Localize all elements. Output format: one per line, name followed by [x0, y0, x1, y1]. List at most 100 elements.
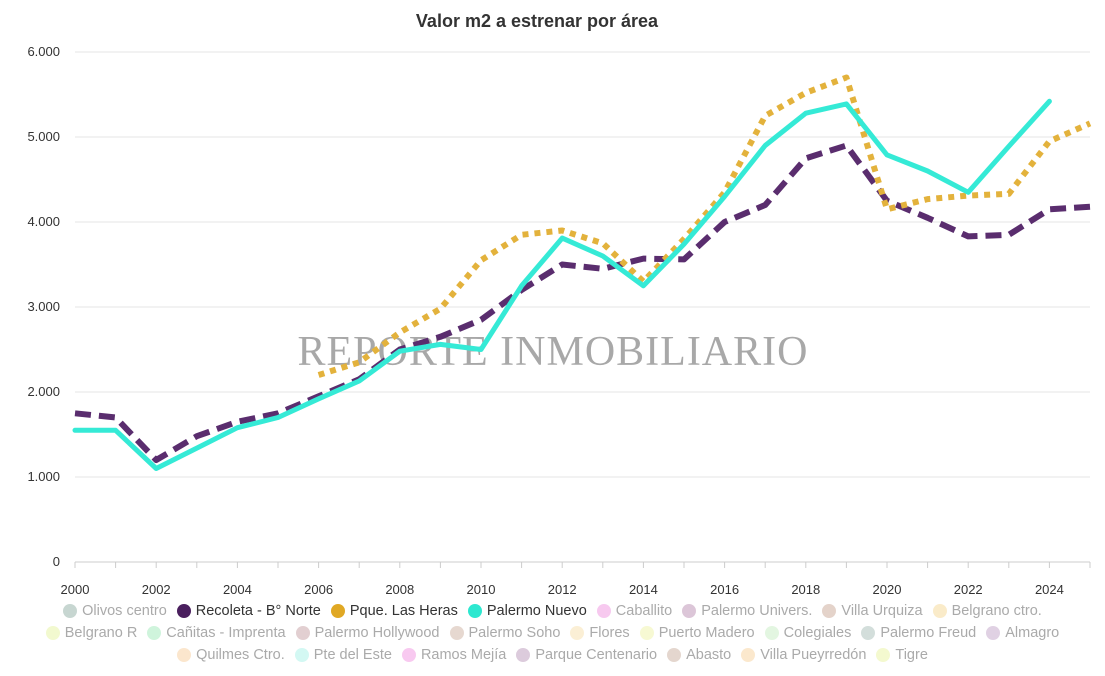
legend-marker-icon: [764, 626, 779, 640]
y-tick-label: 4.000: [27, 214, 60, 229]
series-line-pque-las-heras[interactable]: [317, 74, 1092, 378]
x-tick-label: 2014: [629, 582, 658, 597]
legend-marker-icon: [861, 626, 876, 640]
legend-label: Pte del Este: [313, 647, 392, 663]
legend-label: Palermo Univers.: [701, 603, 813, 619]
line-chart: Valor m2 a estrenar por área 0 1.000 2.000…: [27, 11, 1092, 597]
legend-item-tigre[interactable]: Tigre: [876, 647, 928, 663]
legend-label: Recoleta - B° Norte: [195, 603, 321, 619]
x-tick-label: 2008: [385, 582, 414, 597]
legend-item-ramos-mejia[interactable]: Ramos Mejía: [401, 647, 507, 663]
legend-label: Parque Centenario: [535, 647, 658, 663]
legend-marker-icon: [570, 626, 585, 640]
legend-item-pte-del-este[interactable]: Pte del Este: [294, 647, 392, 663]
legend-label: Flores: [589, 625, 630, 641]
y-tick-label: 3.000: [27, 299, 60, 314]
legend-item-palermo-univers[interactable]: Palermo Univers.: [682, 603, 812, 619]
legend-item-parque-centenario[interactable]: Parque Centenario: [516, 647, 657, 663]
y-tick-label: 2.000: [27, 384, 60, 399]
legend-marker-icon: [295, 626, 310, 640]
legend-item-palermo-hollywood[interactable]: Palermo Hollywood: [295, 625, 440, 641]
y-tick-label: 6.000: [27, 44, 60, 59]
legend-item-abasto[interactable]: Abasto: [667, 647, 731, 663]
legend-item-palermo-soho[interactable]: Palermo Soho: [449, 625, 561, 641]
x-tick-label: 2016: [710, 582, 739, 597]
grid-lines: [75, 51, 1090, 478]
legend-item-pque-las-heras[interactable]: Pque. Las Heras: [330, 603, 458, 619]
x-tick-label: 2000: [61, 582, 90, 597]
legend-label: Cañitas - Imprenta: [166, 625, 286, 641]
legend-item-belgrano-r[interactable]: Belgrano R: [45, 625, 138, 641]
legend-item-caballito[interactable]: Caballito: [596, 603, 672, 619]
legend-label: Puerto Madero: [658, 625, 755, 641]
watermark-text: REPORTE INMOBILIARIO: [298, 329, 809, 375]
y-tick-label: 1.000: [27, 469, 60, 484]
y-tick-label: 5.000: [27, 129, 60, 144]
legend-item-almagro[interactable]: Almagro: [986, 625, 1059, 641]
legend-item-puerto-madero[interactable]: Puerto Madero: [639, 625, 755, 641]
legend-marker-icon: [822, 604, 837, 618]
legend-label: Ramos Mejía: [420, 647, 507, 663]
legend-label: Palermo Hollywood: [314, 625, 440, 641]
legend-marker-icon: [986, 626, 1001, 640]
x-tick-label: 2012: [548, 582, 577, 597]
legend-label: Quilmes Ctro.: [196, 647, 285, 663]
series-line-recoleta-b-norte[interactable]: [74, 142, 1091, 463]
legend-label: Palermo Soho: [468, 625, 561, 641]
x-tick-label: 2010: [467, 582, 496, 597]
y-tick-label: 0: [53, 554, 60, 569]
legend-marker-icon: [516, 648, 531, 662]
legend-row: Quilmes Ctro. Pte del Este Ramos Mejía Parq…: [0, 644, 1105, 666]
series-lines: [72, 74, 1092, 471]
legend-label: Olivos centro: [82, 603, 167, 619]
legend-label: Tigre: [895, 647, 928, 663]
legend-label: Palermo Freud: [880, 625, 977, 641]
legend-label: Belgrano ctro.: [951, 603, 1042, 619]
legend-label: Abasto: [686, 647, 732, 663]
legend-item-recoleta-b-norte[interactable]: Recoleta - B° Norte: [176, 603, 321, 619]
legend-item-quilmes-ctro[interactable]: Quilmes Ctro.: [177, 647, 285, 663]
series-line-palermo-nuevo[interactable]: [72, 98, 1052, 471]
legend-label: Pque. Las Heras: [349, 603, 458, 619]
x-tick-label: 2002: [142, 582, 171, 597]
legend-marker-icon: [45, 626, 60, 640]
legend-item-villa-pueyrredon[interactable]: Villa Pueyrredón: [741, 647, 866, 663]
legend-item-canitas-imprenta[interactable]: Cañitas - Imprenta: [147, 625, 286, 641]
legend-marker-icon: [63, 604, 78, 618]
legend-item-palermo-freud[interactable]: Palermo Freud: [861, 625, 976, 641]
legend-marker-icon: [401, 648, 416, 662]
axes: 0 1.000 2.000 3.000 4.000 5.000 6.000 2000 2002 2…: [27, 44, 1091, 597]
legend-marker-icon: [294, 648, 309, 662]
legend-item-belgrano-ctro[interactable]: Belgrano ctro.: [932, 603, 1042, 619]
legend-label: Villa Pueyrredón: [760, 647, 867, 663]
x-tick-label: 2020: [873, 582, 902, 597]
legend-marker-icon: [639, 626, 654, 640]
legend-label: Almagro: [1005, 625, 1060, 641]
legend-marker-icon: [147, 626, 162, 640]
legend-marker-icon: [176, 604, 191, 618]
legend-item-olivos-centro[interactable]: Olivos centro: [63, 603, 167, 619]
legend-marker-icon: [932, 604, 947, 618]
legend-marker-icon: [467, 604, 482, 618]
legend-item-palermo-nuevo[interactable]: Palermo Nuevo: [467, 603, 587, 619]
legend-item-flores[interactable]: Flores: [570, 625, 630, 641]
legend-item-colegiales[interactable]: Colegiales: [764, 625, 852, 641]
x-tick-label: 2022: [954, 582, 983, 597]
legend-label: Belgrano R: [64, 625, 138, 641]
legend-label: Villa Urquiza: [841, 603, 923, 619]
legend: Olivos centro Recoleta - B° Norte Pque. La…: [0, 600, 1105, 666]
legend-marker-icon: [741, 648, 756, 662]
x-tick-label: 2018: [791, 582, 820, 597]
legend-marker-icon: [596, 604, 611, 618]
legend-row: Olivos centro Recoleta - B° Norte Pque. La…: [0, 600, 1105, 622]
legend-row: Belgrano R Cañitas - Imprenta Palermo Holl…: [0, 622, 1105, 644]
legend-marker-icon: [682, 604, 697, 618]
legend-item-villa-urquiza[interactable]: Villa Urquiza: [822, 603, 923, 619]
legend-label: Colegiales: [783, 625, 852, 641]
legend-marker-icon: [177, 648, 192, 662]
x-tick-label: 2006: [304, 582, 333, 597]
legend-marker-icon: [667, 648, 682, 662]
x-tick-label: 2004: [223, 582, 252, 597]
legend-marker-icon: [876, 648, 891, 662]
x-tick-label: 2024: [1035, 582, 1064, 597]
